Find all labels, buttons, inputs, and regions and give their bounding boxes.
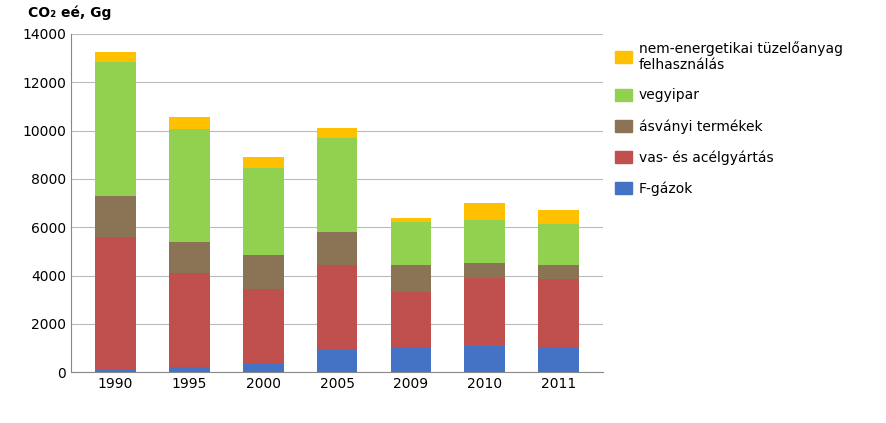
Bar (538, 210, 579, 224)
Bar (243, 168, 284, 255)
Bar (464, 278, 504, 346)
Bar (538, 347, 579, 372)
Bar (243, 255, 284, 289)
Bar (390, 222, 431, 265)
Legend: nem-energetikai tüzelőanyag
felhasználás, vegyipar, ásványi termékek, vas- és ac: nem-energetikai tüzelőanyag felhasználás… (615, 41, 842, 196)
Bar (316, 128, 357, 138)
Bar (243, 157, 284, 168)
Bar (169, 117, 209, 129)
Bar (538, 224, 579, 265)
Bar (316, 232, 357, 265)
Bar (243, 289, 284, 363)
Bar (316, 138, 357, 232)
Bar (538, 279, 579, 347)
Bar (464, 264, 504, 278)
Bar (316, 265, 357, 351)
Bar (390, 217, 431, 222)
Bar (464, 220, 504, 264)
Bar (95, 370, 136, 372)
Bar (390, 265, 431, 292)
Bar (169, 368, 209, 372)
Bar (169, 129, 209, 242)
Bar (95, 52, 136, 62)
Bar (390, 292, 431, 347)
Bar (464, 346, 504, 372)
Bar (464, 203, 504, 220)
Bar (169, 273, 209, 368)
Bar (95, 62, 136, 196)
Bar (169, 242, 209, 273)
Bar (316, 351, 357, 372)
Bar (95, 196, 136, 237)
Text: CO₂ eé, Gg: CO₂ eé, Gg (28, 6, 112, 20)
Bar (390, 347, 431, 372)
Bar (243, 363, 284, 372)
Bar (538, 265, 579, 279)
Bar (95, 237, 136, 370)
